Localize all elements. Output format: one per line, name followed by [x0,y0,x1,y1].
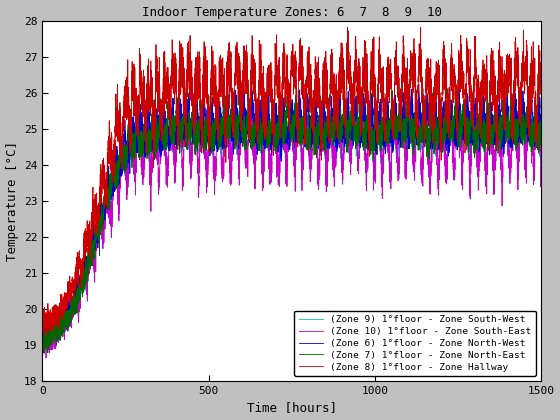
Line: (Zone 8) 1°floor - Zone Hallway: (Zone 8) 1°floor - Zone Hallway [43,27,541,337]
(Zone 7) 1°floor - Zone North-East [293,77,300,82]
(Zone 6) 1°floor - Zone North-West [204,131,211,136]
(Zone 8) 1°floor - Zone Hallway [521,79,528,84]
(Zone 8) 1°floor - Zone Hallway [175,121,181,126]
Line: (Zone 9) 1°floor - Zone South-West: (Zone 9) 1°floor - Zone South-West [43,103,541,348]
Line: (Zone 10) 1°floor - Zone South-East: (Zone 10) 1°floor - Zone South-East [43,84,541,358]
X-axis label: Time [hours]: Time [hours] [247,402,337,415]
(Zone 10) 1°floor - Zone South-East [521,126,528,131]
(Zone 7) 1°floor - Zone North-East [181,108,188,113]
(Zone 9) 1°floor - Zone South-West [186,148,193,153]
(Zone 9) 1°floor - Zone South-West [521,142,528,147]
(Zone 6) 1°floor - Zone North-West [456,84,463,89]
Line: (Zone 7) 1°floor - Zone North-East: (Zone 7) 1°floor - Zone North-East [43,80,541,353]
(Zone 9) 1°floor - Zone South-West [181,119,188,124]
(Zone 8) 1°floor - Zone Hallway [181,75,188,80]
Y-axis label: Temperature [°C]: Temperature [°C] [6,141,18,261]
(Zone 7) 1°floor - Zone North-East [41,351,48,356]
(Zone 9) 1°floor - Zone South-West [204,122,211,127]
(Zone 6) 1°floor - Zone North-West [538,127,544,132]
(Zone 9) 1°floor - Zone South-West [175,116,181,121]
Line: (Zone 6) 1°floor - Zone North-West: (Zone 6) 1°floor - Zone North-West [43,87,541,344]
(Zone 8) 1°floor - Zone Hallway [186,68,193,73]
(Zone 10) 1°floor - Zone South-East [204,172,211,177]
(Zone 6) 1°floor - Zone North-West [175,137,181,142]
(Zone 10) 1°floor - Zone South-East [43,355,49,360]
(Zone 10) 1°floor - Zone South-East [175,122,181,127]
(Zone 10) 1°floor - Zone South-East [146,147,153,152]
(Zone 9) 1°floor - Zone South-West [44,346,51,351]
(Zone 8) 1°floor - Zone Hallway [538,75,544,80]
(Zone 6) 1°floor - Zone North-West [521,105,528,110]
(Zone 6) 1°floor - Zone North-West [39,333,46,338]
(Zone 7) 1°floor - Zone North-East [146,139,153,144]
(Zone 9) 1°floor - Zone South-West [407,100,414,105]
(Zone 7) 1°floor - Zone North-East [521,120,528,125]
(Zone 8) 1°floor - Zone Hallway [146,104,153,109]
(Zone 8) 1°floor - Zone Hallway [204,80,211,85]
(Zone 10) 1°floor - Zone South-East [186,141,193,146]
(Zone 10) 1°floor - Zone South-East [181,137,188,142]
(Zone 9) 1°floor - Zone South-West [39,339,46,344]
(Zone 10) 1°floor - Zone South-East [538,164,544,169]
(Zone 6) 1°floor - Zone North-West [181,124,188,129]
(Zone 10) 1°floor - Zone South-East [39,333,46,339]
Legend: (Zone 9) 1°floor - Zone South-West, (Zone 10) 1°floor - Zone South-East, (Zone 6: (Zone 9) 1°floor - Zone South-West, (Zon… [295,310,536,376]
Title: Indoor Temperature Zones: 6  7  8  9  10: Indoor Temperature Zones: 6 7 8 9 10 [142,5,442,18]
(Zone 7) 1°floor - Zone North-East [186,130,193,135]
(Zone 7) 1°floor - Zone North-East [175,117,181,122]
(Zone 8) 1°floor - Zone Hallway [39,324,46,329]
(Zone 8) 1°floor - Zone Hallway [43,334,50,339]
(Zone 6) 1°floor - Zone North-West [186,131,193,136]
(Zone 7) 1°floor - Zone North-East [204,131,211,136]
(Zone 7) 1°floor - Zone North-East [39,339,46,344]
(Zone 6) 1°floor - Zone North-West [40,342,46,347]
(Zone 9) 1°floor - Zone South-West [538,142,544,147]
(Zone 6) 1°floor - Zone North-West [146,110,153,116]
(Zone 8) 1°floor - Zone Hallway [417,25,424,30]
(Zone 10) 1°floor - Zone South-East [416,81,422,87]
(Zone 9) 1°floor - Zone South-West [146,149,153,154]
(Zone 7) 1°floor - Zone North-East [538,127,544,132]
